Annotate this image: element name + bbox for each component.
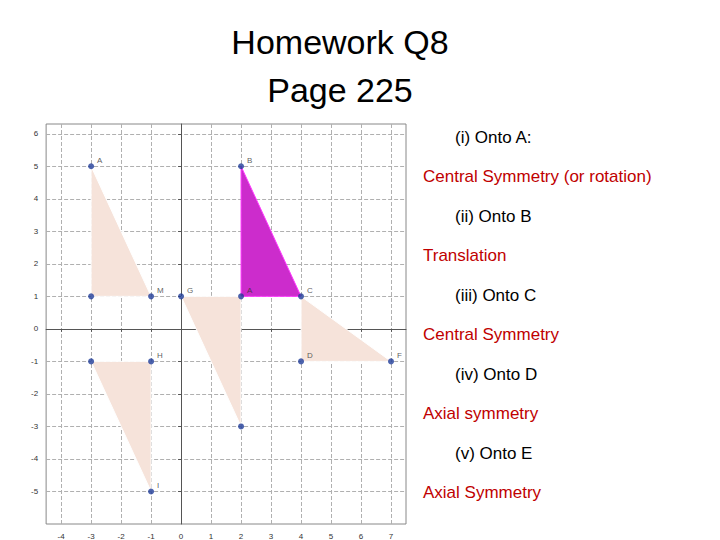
svg-text:M: M <box>157 286 164 295</box>
html-text:Axial Symmetry: Axial Symmetry <box>423 483 542 502</box>
html-text:(iii) Onto C: (iii) Onto C <box>455 286 537 305</box>
svg-text:3: 3 <box>34 227 39 236</box>
svg-text:A: A <box>247 286 253 295</box>
html-text:Translation: Translation <box>423 246 507 265</box>
svg-text:4: 4 <box>34 194 39 203</box>
html-text:Homework Q8: Homework Q8 <box>231 23 449 61</box>
svg-text:2: 2 <box>34 259 39 268</box>
svg-text:7: 7 <box>389 532 394 540</box>
html-text:(iv) Onto D: (iv) Onto D <box>455 365 538 384</box>
svg-text:5: 5 <box>34 162 39 171</box>
svg-text:C: C <box>307 286 313 295</box>
html-text:(v) Onto E: (v) Onto E <box>455 444 533 463</box>
svg-text:A: A <box>97 156 103 165</box>
svg-text:F: F <box>397 351 402 360</box>
svg-text:-2: -2 <box>31 389 39 398</box>
svg-text:4: 4 <box>299 532 304 540</box>
svg-text:5: 5 <box>329 532 334 540</box>
svg-text:I: I <box>157 481 159 490</box>
svg-text:2: 2 <box>239 532 244 540</box>
svg-text:6: 6 <box>359 532 364 540</box>
svg-text:H: H <box>157 351 163 360</box>
html-text:(i) Onto A:: (i) Onto A: <box>455 128 532 147</box>
svg-text:-1: -1 <box>31 357 39 366</box>
html-text:Central Symmetry: Central Symmetry <box>423 325 559 344</box>
svg-text:B: B <box>247 156 252 165</box>
svg-text:6: 6 <box>34 129 39 138</box>
svg-text:0: 0 <box>34 324 39 333</box>
svg-text:-3: -3 <box>31 422 39 431</box>
svg-text:1: 1 <box>209 532 214 540</box>
svg-text:D: D <box>307 351 313 360</box>
svg-text:-4: -4 <box>58 532 66 540</box>
html-text:(ii) Onto B: (ii) Onto B <box>455 207 532 226</box>
svg-text:G: G <box>187 286 193 295</box>
svg-text:0: 0 <box>179 532 184 540</box>
html-text:Page 225: Page 225 <box>267 71 413 109</box>
html-text:Central Symmetry (or rotation): Central Symmetry (or rotation) <box>423 167 652 186</box>
html-text:Axial symmetry: Axial symmetry <box>423 404 539 423</box>
svg-text:-2: -2 <box>118 532 126 540</box>
svg-text:-4: -4 <box>31 454 39 463</box>
svg-text:3: 3 <box>269 532 274 540</box>
svg-text:1: 1 <box>34 292 39 301</box>
svg-text:-3: -3 <box>88 532 96 540</box>
svg-text:-5: -5 <box>31 487 39 496</box>
svg-text:-1: -1 <box>148 532 156 540</box>
